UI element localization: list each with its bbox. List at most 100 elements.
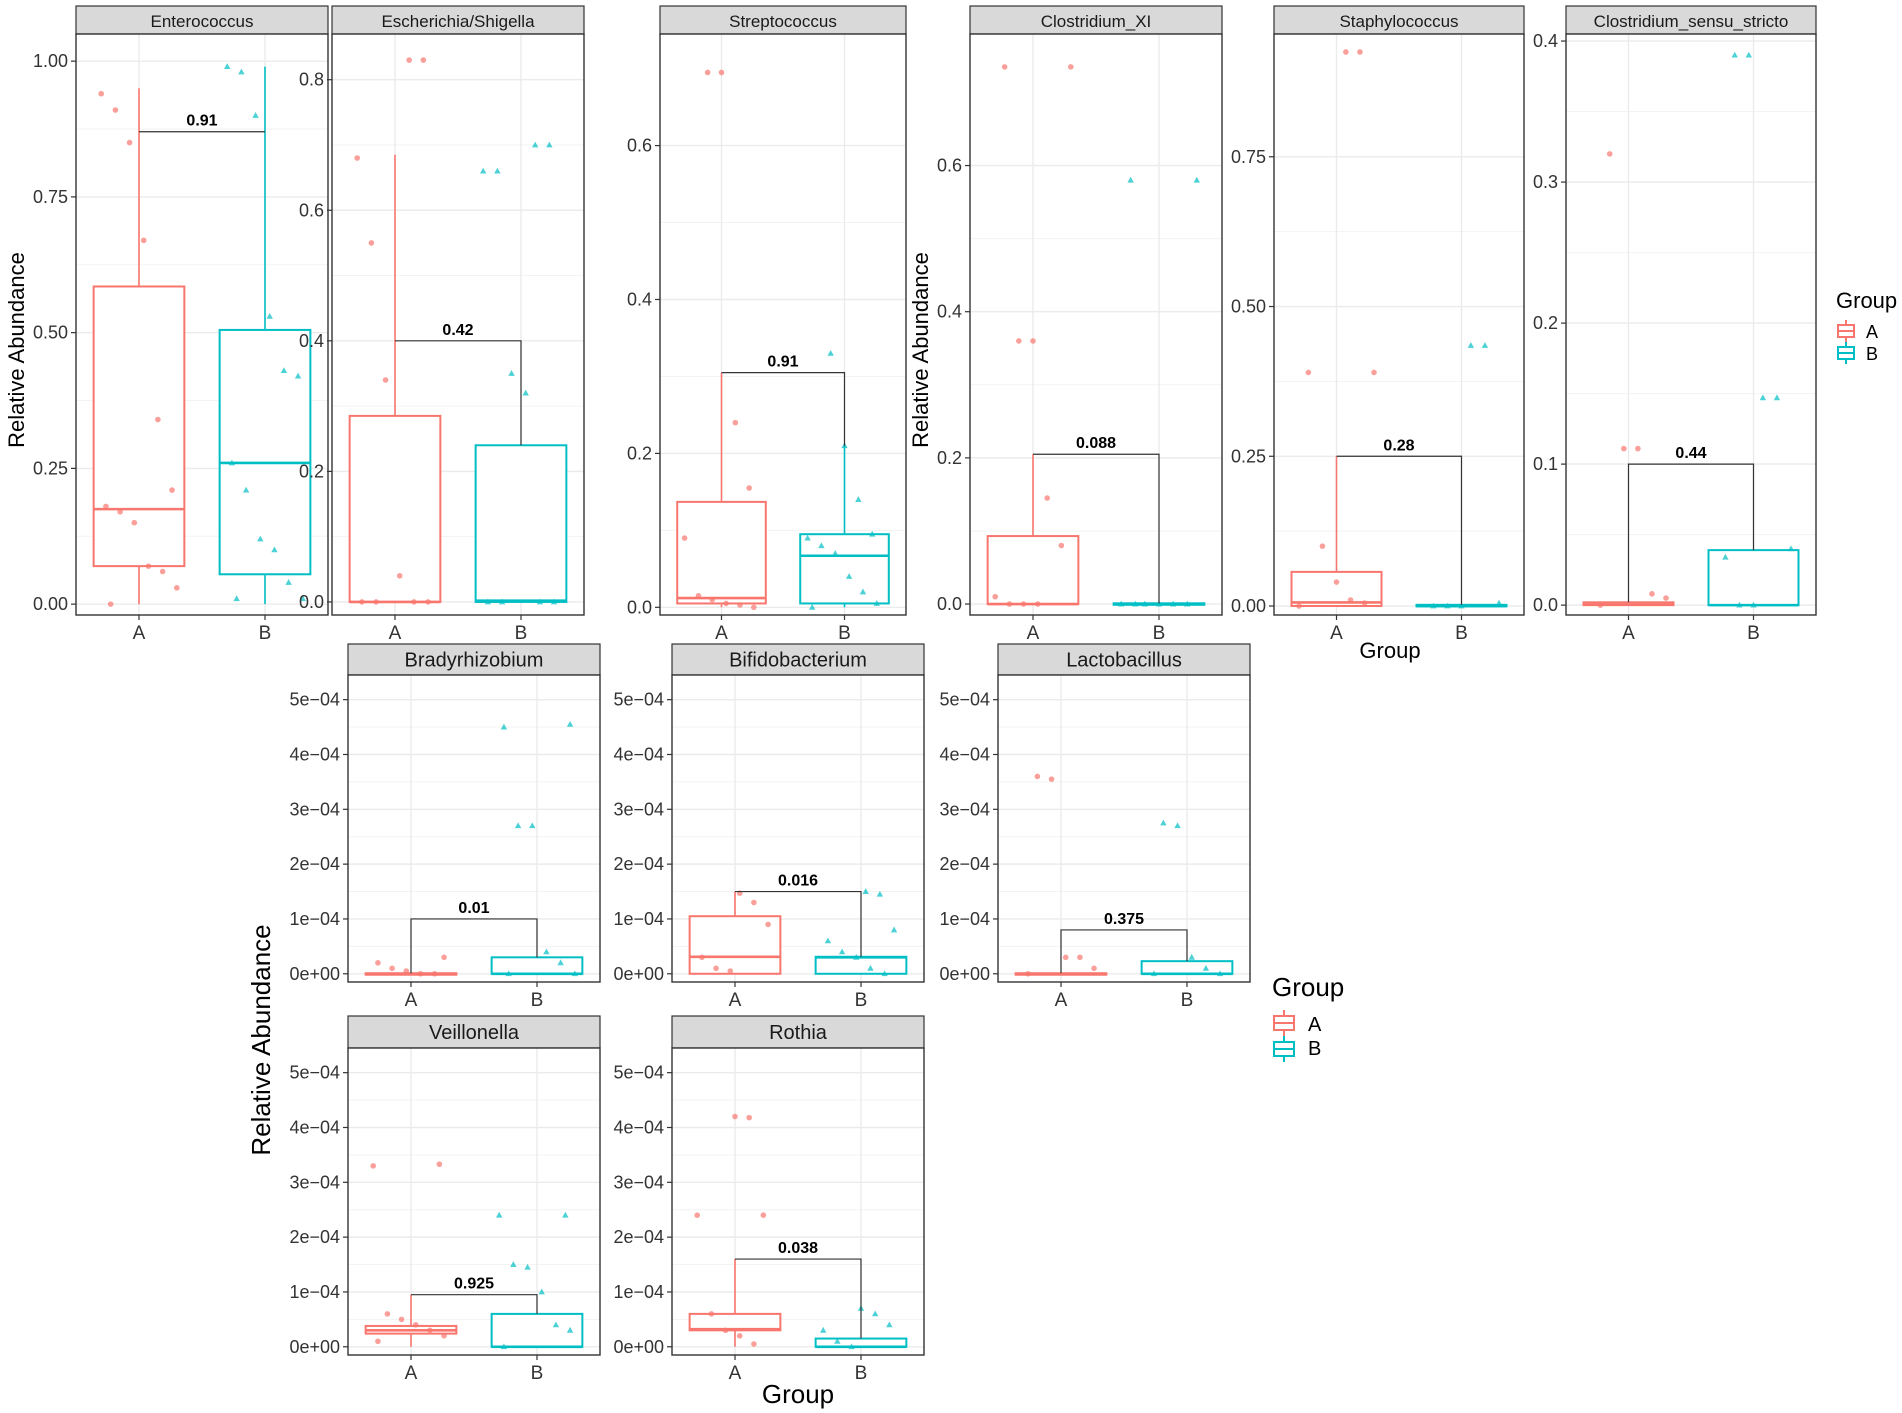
point-enterococcus-A-10 <box>159 568 166 575</box>
panel-bradyrhizobium: Bradyrhizobium 0e+00 1e−04 2e−04 3e−04 4e−04 5… <box>289 643 601 1011</box>
point-bifidobacterium-B-6 <box>867 964 874 971</box>
point-clostridium-xi-A-1 <box>1001 64 1008 70</box>
point-enterococcus-B-6 <box>228 459 236 466</box>
fig2-legend-key-B <box>1273 1036 1295 1062</box>
p-value-rothia: 0.038 <box>778 1240 818 1257</box>
point-clostridium-sensu-stricto-B-7 <box>1750 601 1757 608</box>
panel-title-veillonella: Veillonella <box>429 1022 520 1044</box>
point-streptococcus-A-1 <box>718 69 725 76</box>
fig2-legend-key-A <box>1273 1010 1295 1036</box>
point-lactobacillus-B-4 <box>1216 970 1224 977</box>
point-escherichia-shigella-A-7 <box>425 599 431 605</box>
panel-title-lactobacillus: Lactobacillus <box>1066 650 1182 672</box>
point-escherichia-shigella-B-7 <box>550 598 558 605</box>
point-escherichia-shigella-B-6 <box>536 598 544 605</box>
point-lactobacillus-B-0 <box>1160 819 1167 826</box>
point-staphylococcus-A-3 <box>1305 369 1312 376</box>
panel-border-bradyrhizobium <box>347 674 601 983</box>
point-rothia-A-7 <box>751 1341 757 1347</box>
box-rothia-A <box>688 1312 782 1332</box>
panel-title-bradyrhizobium: Bradyrhizobium <box>405 650 544 672</box>
point-enterococcus-B-11 <box>299 595 306 602</box>
panel-border-escherichia-shigella <box>331 33 585 616</box>
y-tick-label-veillonella-1: 1e−04 <box>289 1282 340 1302</box>
point-staphylococcus-B-0 <box>1467 342 1475 348</box>
point-staphylococcus-A-5 <box>1333 579 1340 585</box>
p-value-streptococcus: 0.91 <box>767 354 798 371</box>
box-enterococcus-B <box>218 328 312 576</box>
point-clostridium-sensu-stricto-B-1 <box>1745 51 1753 58</box>
fig2-x-axis-title: Group <box>762 1379 834 1409</box>
bracket-escherichia-shigella <box>395 340 522 446</box>
fig2-legend: Group A B <box>1272 972 1344 1062</box>
bracket-clostridium-xi <box>1033 453 1160 604</box>
point-streptococcus-A-6 <box>709 596 716 603</box>
box-bradyrhizobium-B <box>490 956 584 975</box>
panel-title-staphylococcus: Staphylococcus <box>1339 12 1458 31</box>
p-value-bifidobacterium: 0.016 <box>778 873 818 890</box>
point-enterococcus-A-11 <box>174 585 180 591</box>
point-lactobacillus-A-3 <box>1077 954 1083 961</box>
y-tick-label-bifidobacterium-2: 2e−04 <box>613 854 664 874</box>
x-tick-label-bradyrhizobium-B: B <box>531 990 544 1011</box>
point-enterococcus-B-10 <box>285 579 292 585</box>
point-clostridium-sensu-stricto-A-1 <box>1621 445 1627 452</box>
y-tick-label-clostridium-sensu-stricto-4: 0.4 <box>1533 31 1558 51</box>
point-lactobacillus-B-2 <box>1188 953 1195 960</box>
y-tick-label-escherichia-shigella-2: 0.4 <box>299 331 324 351</box>
y-tick-label-streptococcus-2: 0.4 <box>627 289 652 309</box>
point-enterococcus-A-0 <box>98 90 104 97</box>
x-tick-label-rothia-B: B <box>855 1363 868 1384</box>
point-escherichia-shigella-B-2 <box>480 167 487 174</box>
point-bifidobacterium-A-1 <box>751 899 757 906</box>
y-tick-label-streptococcus-1: 0.2 <box>627 443 652 463</box>
panel-border-veillonella <box>347 1047 601 1356</box>
point-enterococcus-A-5 <box>169 487 175 493</box>
y-tick-label-bradyrhizobium-5: 5e−04 <box>289 690 340 710</box>
point-bifidobacterium-B-1 <box>876 890 884 897</box>
point-streptococcus-A-0 <box>704 69 711 76</box>
panel-bg-veillonella <box>348 1048 600 1355</box>
point-bradyrhizobium-B-2 <box>514 822 522 829</box>
point-staphylococcus-B-2 <box>1495 599 1503 606</box>
y-tick-label-veillonella-4: 4e−04 <box>289 1117 340 1137</box>
fig1-y-axis-title-right: Relative Abundance <box>908 252 933 448</box>
point-clostridium-sensu-stricto-B-2 <box>1759 394 1767 401</box>
figure-low-abundance-genera: Bradyrhizobium 0e+00 1e−04 2e−04 3e−04 4e−04 5… <box>289 643 1251 1384</box>
point-lactobacillus-A-4 <box>1091 965 1097 972</box>
p-value-bradyrhizobium: 0.01 <box>458 900 489 917</box>
y-tick-label-escherichia-shigella-0: 0.0 <box>299 592 324 612</box>
point-streptococcus-A-4 <box>681 535 688 541</box>
x-tick-label-streptococcus-A: A <box>715 623 728 644</box>
y-tick-label-rothia-2: 2e−04 <box>613 1227 664 1247</box>
point-lactobacillus-B-3 <box>1202 964 1210 971</box>
point-clostridium-sensu-stricto-B-4 <box>1787 545 1795 552</box>
point-escherichia-shigella-A-1 <box>420 57 427 63</box>
point-veillonella-B-5 <box>552 1321 560 1328</box>
p-value-clostridium-xi: 0.088 <box>1076 435 1116 452</box>
x-tick-label-enterococcus-B: B <box>259 623 272 644</box>
point-rothia-B-2 <box>886 1321 893 1328</box>
point-streptococcus-B-6 <box>832 550 839 556</box>
x-tick-label-clostridium-sensu-stricto-B: B <box>1747 623 1760 644</box>
x-tick-label-veillonella-A: A <box>405 1363 418 1384</box>
point-enterococcus-A-3 <box>140 237 147 244</box>
x-tick-label-escherichia-shigella-B: B <box>515 623 528 644</box>
point-bradyrhizobium-B-0 <box>566 720 574 727</box>
point-escherichia-shigella-B-4 <box>508 370 515 376</box>
point-clostridium-xi-B-5 <box>1184 600 1191 607</box>
point-enterococcus-B-7 <box>242 486 250 493</box>
bracket-clostridium-sensu-stricto <box>1627 463 1755 603</box>
point-clostridium-xi-A-6 <box>992 593 998 600</box>
y-tick-label-bradyrhizobium-2: 2e−04 <box>289 854 340 874</box>
y-tick-label-enterococcus-2: 0.50 <box>33 323 68 343</box>
point-clostridium-xi-B-7 <box>1132 600 1139 607</box>
panel-strip-enterococcus <box>75 5 329 35</box>
point-streptococcus-B-9 <box>873 600 880 606</box>
point-lactobacillus-A-0 <box>1034 773 1041 780</box>
y-tick-label-clostridium-sensu-stricto-0: 0.0 <box>1533 595 1558 615</box>
x-tick-label-escherichia-shigella-A: A <box>389 623 402 644</box>
fig1-legend-label-B: B <box>1866 344 1878 364</box>
panel-strip-clostridium-sensu-stricto <box>1565 5 1817 35</box>
y-tick-label-enterococcus-1: 0.25 <box>33 458 68 478</box>
